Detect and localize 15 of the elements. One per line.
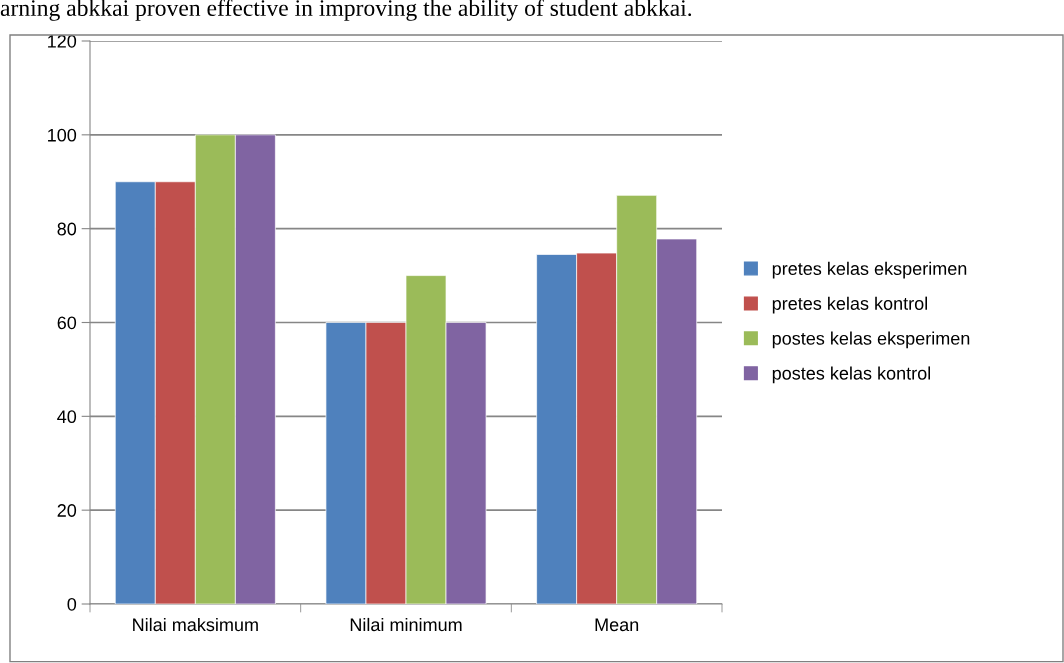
y-tick-label: 120	[48, 34, 77, 48]
y-tick-label: 60	[57, 316, 77, 330]
y-tick-label: 80	[57, 222, 77, 236]
legend-label: postes kelas eksperimen	[772, 331, 970, 349]
y-tick-label: 100	[48, 128, 77, 142]
x-tick-label: Nilai maksimum	[133, 617, 258, 632]
legend-label: pretes kelas kontrol	[772, 296, 927, 314]
legend-label: postes kelas kontrol	[772, 366, 931, 384]
text: arning abkkai proven effective in improving the ability of student abkkai.	[0, 0, 692, 21]
y-tick-label: 0	[67, 597, 77, 611]
y-tick-label: 40	[57, 410, 77, 424]
x-tick-label: Nilai minimum	[350, 617, 462, 632]
x-tick-label: Mean	[595, 618, 639, 632]
legend-label: pretes kelas eksperimen	[772, 261, 967, 279]
y-tick-label: 20	[57, 504, 77, 517]
